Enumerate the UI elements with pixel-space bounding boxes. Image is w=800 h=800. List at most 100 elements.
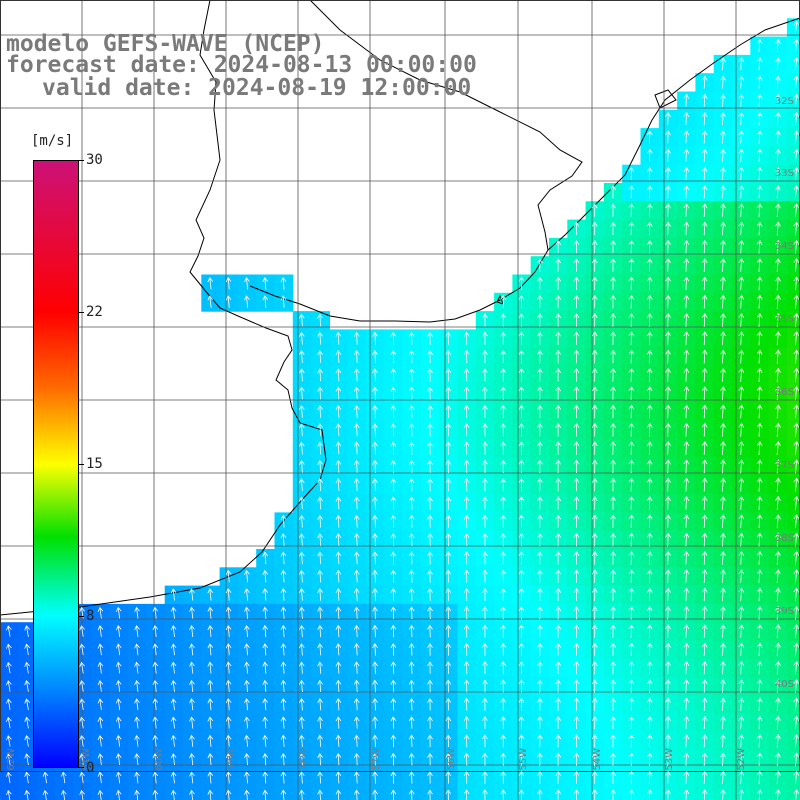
wind-arrow: [628, 532, 635, 547]
wind-arrow: [738, 440, 745, 456]
wind-arrow: [665, 221, 671, 236]
wind-arrow: [738, 514, 745, 529]
wind-arrow: [298, 423, 305, 437]
wind-arrow: [793, 715, 800, 730]
wind-arrow: [463, 606, 470, 620]
wind-arrow: [775, 312, 781, 327]
wind-arrow: [244, 295, 250, 308]
wind-arrow: [683, 312, 690, 327]
wind-cell: [786, 750, 800, 770]
wind-arrow: [555, 624, 562, 638]
wind-arrow: [482, 386, 488, 400]
wind-arrow: [665, 148, 671, 162]
wind-arrow: [683, 422, 690, 437]
wind-arrow: [280, 679, 287, 693]
wind-arrow: [793, 148, 800, 162]
wind-arrow: [482, 551, 488, 565]
wind-arrow: [646, 532, 653, 547]
wind-arrow: [280, 624, 287, 638]
wind-arrow: [445, 569, 452, 583]
wind-arrow: [518, 386, 525, 400]
wind-arrow: [683, 770, 690, 785]
latitude-label: 33S: [775, 168, 794, 179]
wind-arrow: [683, 660, 690, 675]
wind-arrow: [555, 404, 562, 419]
wind-arrow: [170, 716, 177, 729]
wind-arrow: [372, 569, 378, 583]
wind-arrow: [280, 752, 287, 766]
wind-cell: [786, 183, 800, 202]
wind-arrow: [152, 625, 159, 637]
wind-arrow: [170, 588, 177, 601]
wind-arrow: [518, 569, 525, 583]
wind-arrow: [775, 788, 781, 800]
wind-arrow: [353, 404, 360, 418]
wind-arrow: [372, 423, 378, 437]
wind-arrow: [207, 295, 214, 308]
wind-arrow: [756, 148, 763, 162]
wind-arrow: [793, 57, 800, 71]
wind-arrow: [207, 771, 214, 784]
wind-arrow: [445, 496, 452, 510]
wind-arrow: [518, 514, 525, 528]
wind-arrow: [665, 441, 671, 455]
wind-arrow: [537, 752, 543, 766]
wind-arrow: [518, 661, 525, 675]
wind-arrow: [317, 331, 323, 345]
wind-arrow: [244, 753, 250, 766]
wind-cell: [786, 420, 800, 440]
wind-arrow: [701, 752, 708, 766]
wind-arrow: [372, 697, 378, 711]
wind-arrow: [775, 587, 781, 602]
wind-arrow: [775, 532, 781, 547]
wind-arrow: [298, 331, 305, 345]
wind-arrow: [628, 422, 635, 437]
wind-arrow: [720, 569, 726, 583]
wind-arrow: [152, 606, 159, 619]
wind-arrow: [445, 478, 452, 492]
wind-arrow: [390, 679, 397, 693]
wind-arrow: [775, 75, 781, 89]
wind-arrow: [683, 367, 690, 382]
wind-arrow: [683, 459, 690, 474]
wind-arrow: [390, 404, 397, 418]
wind-arrow: [628, 459, 635, 474]
wind-arrow: [646, 715, 653, 730]
wind-arrow: [427, 459, 433, 473]
wind-arrow: [701, 550, 708, 565]
wind-arrow: [353, 496, 360, 510]
wind-arrow: [756, 495, 763, 510]
wind-arrow: [573, 239, 580, 254]
wind-arrow: [683, 477, 690, 492]
wind-arrow: [628, 276, 635, 291]
wind-arrow: [427, 734, 433, 748]
wind-arrow: [262, 295, 269, 308]
wind-arrow: [115, 606, 122, 619]
wind-arrow: [427, 496, 433, 510]
wind-arrow: [280, 295, 287, 308]
wind-arrow: [646, 276, 653, 291]
wind-arrow: [298, 368, 305, 382]
wind-arrow: [683, 185, 690, 199]
wind-cell: [786, 219, 800, 239]
wind-arrow: [189, 606, 195, 619]
wind-arrow: [628, 331, 635, 346]
wind-arrow: [207, 624, 214, 638]
wind-arrow: [372, 661, 378, 674]
wind-arrow: [408, 624, 415, 638]
wind-arrow: [298, 386, 305, 400]
wind-arrow: [720, 203, 726, 217]
wind-arrow: [683, 258, 690, 272]
wind-arrow: [665, 459, 671, 474]
wind-arrow: [756, 75, 763, 89]
wind-arrow: [335, 386, 342, 400]
wind-arrow: [793, 495, 800, 510]
wind-arrow: [372, 478, 378, 492]
wind-arrow: [79, 643, 85, 656]
wind-arrow: [335, 533, 342, 546]
wind-arrow: [390, 459, 397, 473]
wind-arrow: [408, 697, 415, 711]
wind-arrow: [701, 312, 708, 327]
wind-arrow: [298, 313, 305, 327]
wind-arrow: [482, 331, 488, 345]
